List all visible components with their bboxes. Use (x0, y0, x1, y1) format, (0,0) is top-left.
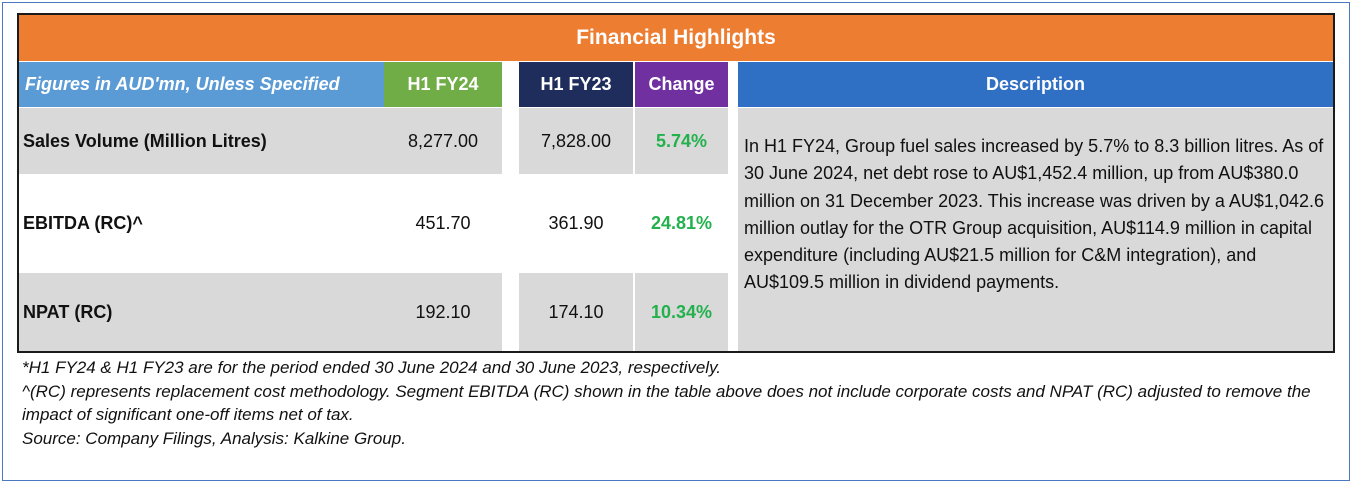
header-description: Description (738, 62, 1333, 107)
header-figures: Figures in AUD'mn, Unless Specified (19, 62, 384, 107)
row-npat-h1-fy23: 174.10 (519, 273, 633, 351)
row-ebitda-change: 24.81% (650, 213, 713, 233)
footnotes: *H1 FY24 & H1 FY23 are for the period en… (22, 356, 1342, 450)
row-sales-volume-change: 5.74% (635, 108, 728, 174)
header-h1-fy23: H1 FY23 (519, 62, 633, 107)
table-title: Financial Highlights (19, 15, 1333, 61)
row-npat-h1-fy24: 192.10 (384, 273, 502, 351)
footnote-period: *H1 FY24 & H1 FY23 are for the period en… (22, 358, 722, 377)
row-ebitda-h1-fy23: 361.90 (548, 213, 604, 233)
row-sales-volume-h1-fy24: 8,277.00 (384, 108, 502, 174)
row-npat-change: 10.34% (635, 273, 728, 351)
financial-highlights-table: Financial Highlights Figures in AUD'mn, … (17, 13, 1335, 353)
row-label-sales-volume: Sales Volume (Million Litres) (19, 108, 384, 174)
footnote-rc: ^(RC) represents replacement cost method… (22, 381, 1311, 425)
description-text: In H1 FY24, Group fuel sales increased b… (738, 108, 1333, 351)
row-ebitda-h1-fy24: 451.70 (415, 213, 471, 233)
row-label-ebitda: EBITDA (RC)^ (23, 213, 143, 233)
row-label-npat: NPAT (RC) (19, 273, 384, 351)
footnote-source: Source: Company Filings, Analysis: Kalki… (22, 428, 406, 448)
header-change: Change (635, 62, 728, 107)
header-h1-fy24: H1 FY24 (384, 62, 502, 107)
row-sales-volume-h1-fy23: 7,828.00 (519, 108, 633, 174)
